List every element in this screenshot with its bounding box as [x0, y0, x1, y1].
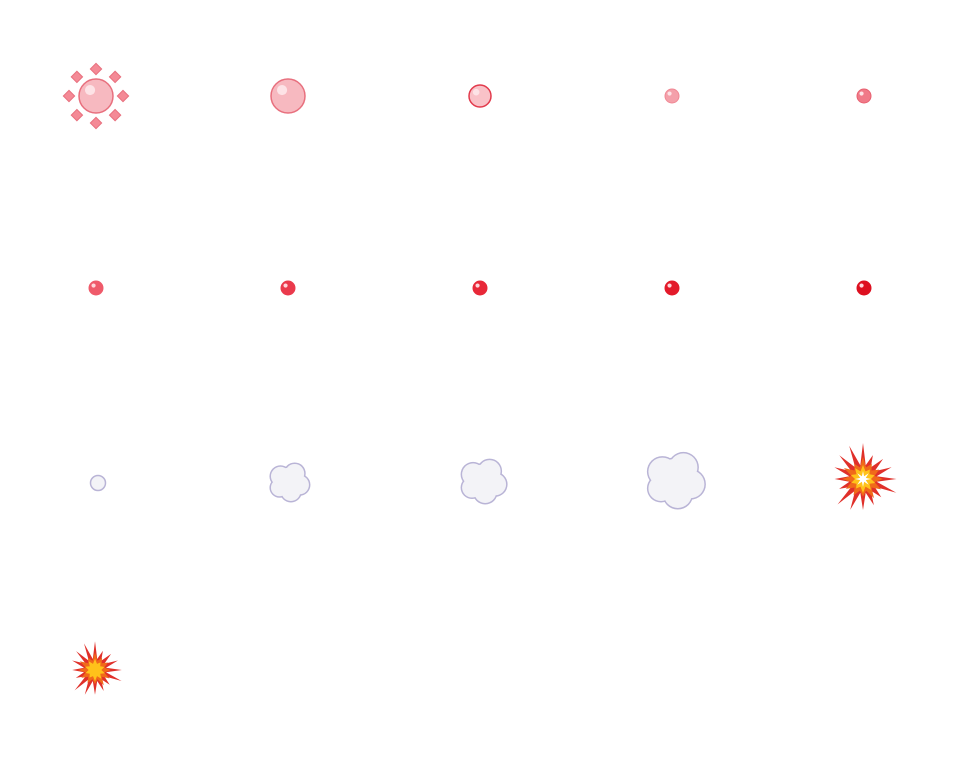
bullet-sprite: [856, 88, 872, 104]
bullet-sprite: [270, 78, 306, 114]
bullet-sprite: [62, 62, 130, 130]
bullet-body: [664, 280, 680, 296]
smoke-sprite: [646, 451, 706, 510]
explosion-sprite: [834, 443, 897, 510]
spark: [108, 108, 122, 122]
smoke-puff: [281, 482, 301, 501]
spark: [70, 70, 84, 84]
explosion-sprite: [72, 641, 122, 695]
smoke-sprite: [269, 462, 311, 503]
smoke-small: [89, 474, 107, 492]
bullet-sprite: [664, 88, 680, 104]
explosion-core: [85, 658, 105, 682]
smoke-puff: [663, 480, 692, 508]
bullet-sprite: [856, 280, 872, 296]
bullet-shine: [91, 283, 96, 288]
spark: [70, 108, 84, 122]
bullet-body: [856, 88, 872, 104]
bullet-body: [270, 78, 306, 114]
smoke-puff: [474, 481, 497, 503]
spark: [89, 116, 103, 130]
bullet-body: [468, 84, 492, 108]
bullet-shine: [859, 283, 864, 288]
bullet-body: [856, 280, 872, 296]
bullet-shine: [283, 283, 288, 288]
bullet-body: [472, 280, 488, 296]
bullet-shine: [475, 283, 480, 288]
bullet-shine: [84, 84, 96, 96]
bullet-body: [78, 78, 114, 114]
bullet-shine: [667, 91, 672, 96]
bullet-body: [664, 88, 680, 104]
bullet-sprite: [280, 280, 296, 296]
spark: [116, 89, 130, 103]
bullet-shine: [859, 91, 864, 96]
spark: [89, 62, 103, 76]
bullet-shine: [276, 84, 288, 96]
spark: [108, 70, 122, 84]
bullet-shine: [667, 283, 672, 288]
bullet-body: [280, 280, 296, 296]
explosion-flash: [855, 471, 871, 487]
bullet-shine: [472, 88, 480, 96]
smoke-sprite: [460, 458, 508, 505]
bullet-sprite: [664, 280, 680, 296]
bullet-sprite: [468, 84, 492, 108]
spark: [62, 89, 76, 103]
bullet-sprite: [472, 280, 488, 296]
bullet-body: [88, 280, 104, 296]
bullet-sprite: [88, 280, 104, 296]
